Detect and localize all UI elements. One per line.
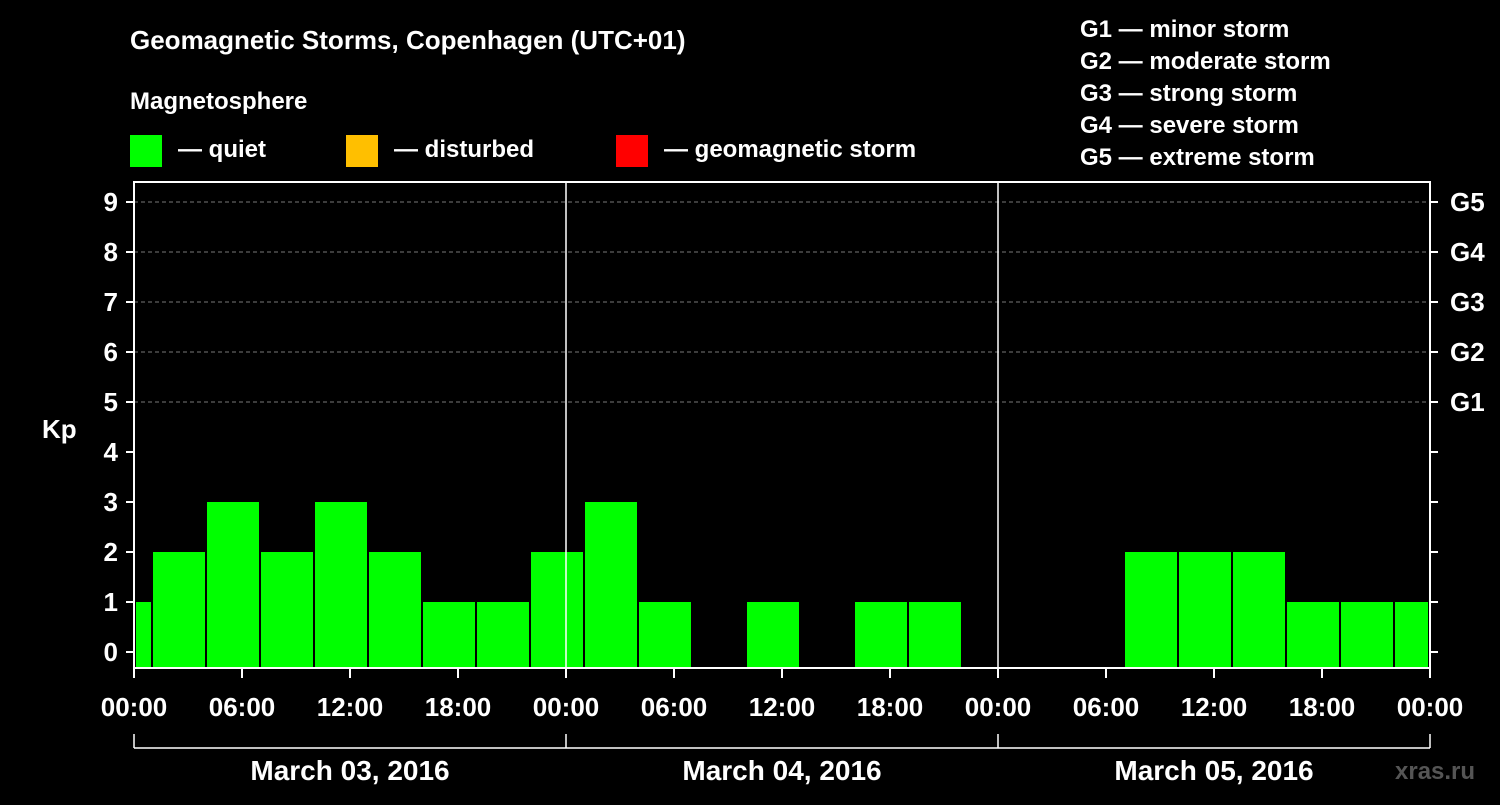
kp-bar <box>261 552 313 668</box>
g-scale-item: G4 — severe storm <box>1080 112 1299 139</box>
x-tick-label: 18:00 <box>1289 692 1356 722</box>
x-tick-label: 00:00 <box>1397 692 1464 722</box>
watermark: xras.ru <box>1395 758 1475 785</box>
g-scale-legend: G1 — minor storm G2 — moderate storm G3 … <box>1080 16 1331 171</box>
kp-bar <box>153 552 205 668</box>
x-tick-label: 06:00 <box>641 692 708 722</box>
y-tick-label: 0 <box>104 637 118 667</box>
y-tick-label: 1 <box>104 587 118 617</box>
x-tick-label: 12:00 <box>1181 692 1248 722</box>
gridlines <box>134 201 1430 403</box>
g-level-label: G2 <box>1450 337 1485 367</box>
kp-bar <box>1125 552 1177 668</box>
g-scale-item: G3 — strong storm <box>1080 80 1297 107</box>
kp-bar <box>585 502 637 668</box>
g-level-label: G3 <box>1450 287 1485 317</box>
x-axis-ticks: 00:00 06:00 12:00 18:00 00:00 06:00 12:00 18:00… <box>101 668 1464 722</box>
kp-bar <box>136 602 151 668</box>
x-tick-label: 06:00 <box>209 692 276 722</box>
day-label: March 05, 2016 <box>1114 755 1313 786</box>
kp-bar <box>639 602 691 668</box>
day-label: March 04, 2016 <box>682 755 881 786</box>
x-tick-label: 00:00 <box>101 692 168 722</box>
kp-bar <box>1179 552 1231 668</box>
kp-bar <box>315 502 367 668</box>
kp-bar <box>747 602 799 668</box>
kp-bar <box>477 602 529 668</box>
x-tick-label: 18:00 <box>425 692 492 722</box>
kp-bar <box>1341 602 1393 668</box>
y-tick-label: 8 <box>104 237 118 267</box>
kp-bar <box>855 602 907 668</box>
g-level-label: G5 <box>1450 187 1485 217</box>
g-scale-item: G5 — extreme storm <box>1080 144 1315 171</box>
legend-label-storm: — geomagnetic storm <box>664 136 916 163</box>
x-tick-label: 00:00 <box>533 692 600 722</box>
bars <box>136 502 1428 668</box>
day-labels: March 03, 2016 March 04, 2016 March 05, 20… <box>133 734 1431 786</box>
legend-label-disturbed: — disturbed <box>394 136 534 163</box>
y-tick-label: 9 <box>104 187 118 217</box>
chart-subtitle: Magnetosphere <box>130 88 307 115</box>
kp-bar <box>369 552 421 668</box>
x-tick-label: 06:00 <box>1073 692 1140 722</box>
y-tick-label: 5 <box>104 387 118 417</box>
kp-bar <box>1395 602 1428 668</box>
y-tick-label: 7 <box>104 287 118 317</box>
kp-bar <box>207 502 259 668</box>
kp-bar <box>1287 602 1339 668</box>
x-tick-label: 12:00 <box>749 692 816 722</box>
g-scale-item: G1 — minor storm <box>1080 16 1289 43</box>
y-tick-label: 3 <box>104 487 118 517</box>
y-tick-label: 6 <box>104 337 118 367</box>
legend: — quiet — disturbed — geomagnetic storm <box>130 135 916 167</box>
legend-swatch-disturbed <box>346 135 378 167</box>
chart-title: Geomagnetic Storms, Copenhagen (UTC+01) <box>130 25 685 55</box>
kp-bar <box>1233 552 1285 668</box>
kp-bar <box>909 602 961 668</box>
legend-swatch-storm <box>616 135 648 167</box>
g-level-label: G4 <box>1450 237 1485 267</box>
g-scale-item: G2 — moderate storm <box>1080 48 1331 75</box>
day-label: March 03, 2016 <box>250 755 449 786</box>
x-tick-label: 18:00 <box>857 692 924 722</box>
x-tick-label: 00:00 <box>965 692 1032 722</box>
y-axis-label: Kp <box>42 414 77 444</box>
kp-bar <box>531 552 583 668</box>
g-level-label: G1 <box>1450 387 1485 417</box>
y-tick-label: 4 <box>104 437 119 467</box>
legend-swatch-quiet <box>130 135 162 167</box>
y-axis-ticks: 0 1 2 3 4 5 6 7 8 9 <box>104 187 134 667</box>
x-tick-label: 12:00 <box>317 692 384 722</box>
kp-bar <box>423 602 475 668</box>
y-tick-label: 2 <box>104 537 118 567</box>
legend-label-quiet: — quiet <box>178 136 266 163</box>
g-axis-ticks: G1 G2 G3 G4 G5 <box>1430 187 1485 653</box>
